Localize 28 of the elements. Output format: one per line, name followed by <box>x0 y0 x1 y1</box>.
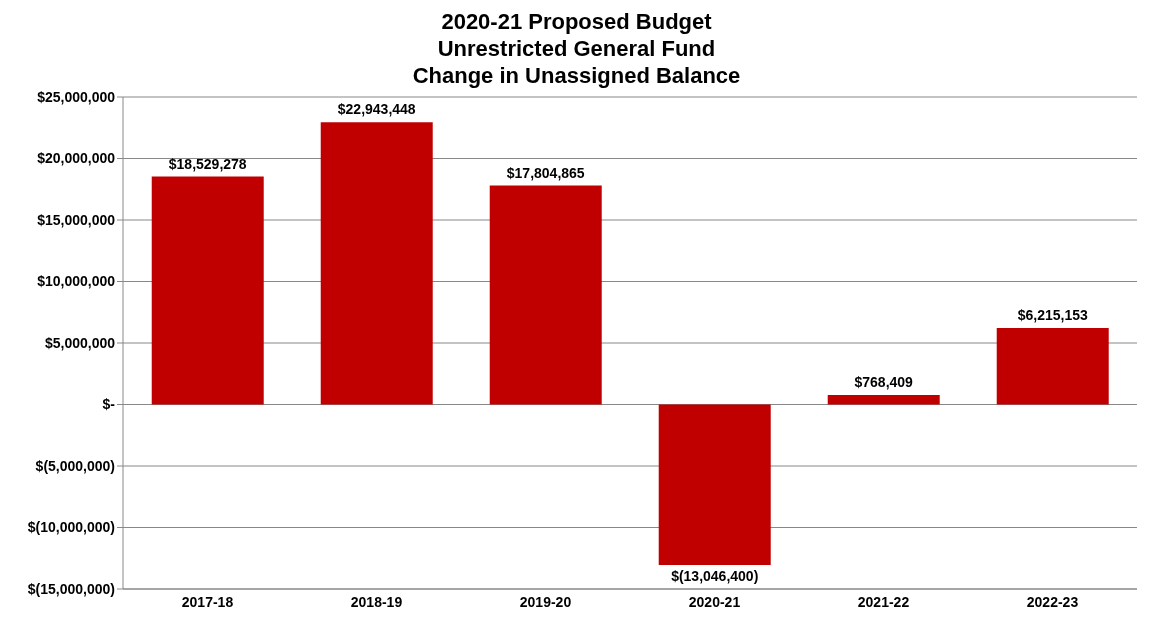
x-tick-label: 2018-19 <box>350 593 403 610</box>
data-label: $17,804,865 <box>506 164 585 181</box>
bar <box>489 185 602 405</box>
data-label: $6,215,153 <box>1017 307 1088 324</box>
y-tick-label: $- <box>102 396 116 413</box>
x-tick-label: 2022-23 <box>1026 593 1079 610</box>
y-tick-label: $25,000,000 <box>37 88 116 105</box>
bar <box>320 122 433 405</box>
chart-title: 2020-21 Proposed Budget Unrestricted General Fund Change in Unassigned Balance <box>411 8 742 89</box>
data-label: $768,409 <box>854 374 914 391</box>
bar <box>827 395 940 405</box>
data-label: $22,943,448 <box>337 101 416 118</box>
data-label: $18,529,278 <box>168 155 247 172</box>
y-tick-label: $(10,000,000) <box>27 519 115 536</box>
bar <box>658 404 771 565</box>
data-label: $(13,046,400) <box>671 567 759 584</box>
y-tick-label: $15,000,000 <box>37 211 116 228</box>
bar <box>151 176 264 405</box>
x-tick-label: 2020-21 <box>688 593 741 610</box>
y-tick-label: $(5,000,000) <box>35 457 115 474</box>
y-tick-label: $(15,000,000) <box>27 580 115 597</box>
x-tick-label: 2019-20 <box>519 593 572 610</box>
bar <box>996 328 1109 405</box>
y-tick-label: $5,000,000 <box>44 334 116 351</box>
y-tick-label: $10,000,000 <box>37 273 116 290</box>
x-tick-label: 2021-22 <box>857 593 910 610</box>
y-tick-label: $20,000,000 <box>37 150 116 167</box>
x-tick-label: 2017-18 <box>181 593 234 610</box>
